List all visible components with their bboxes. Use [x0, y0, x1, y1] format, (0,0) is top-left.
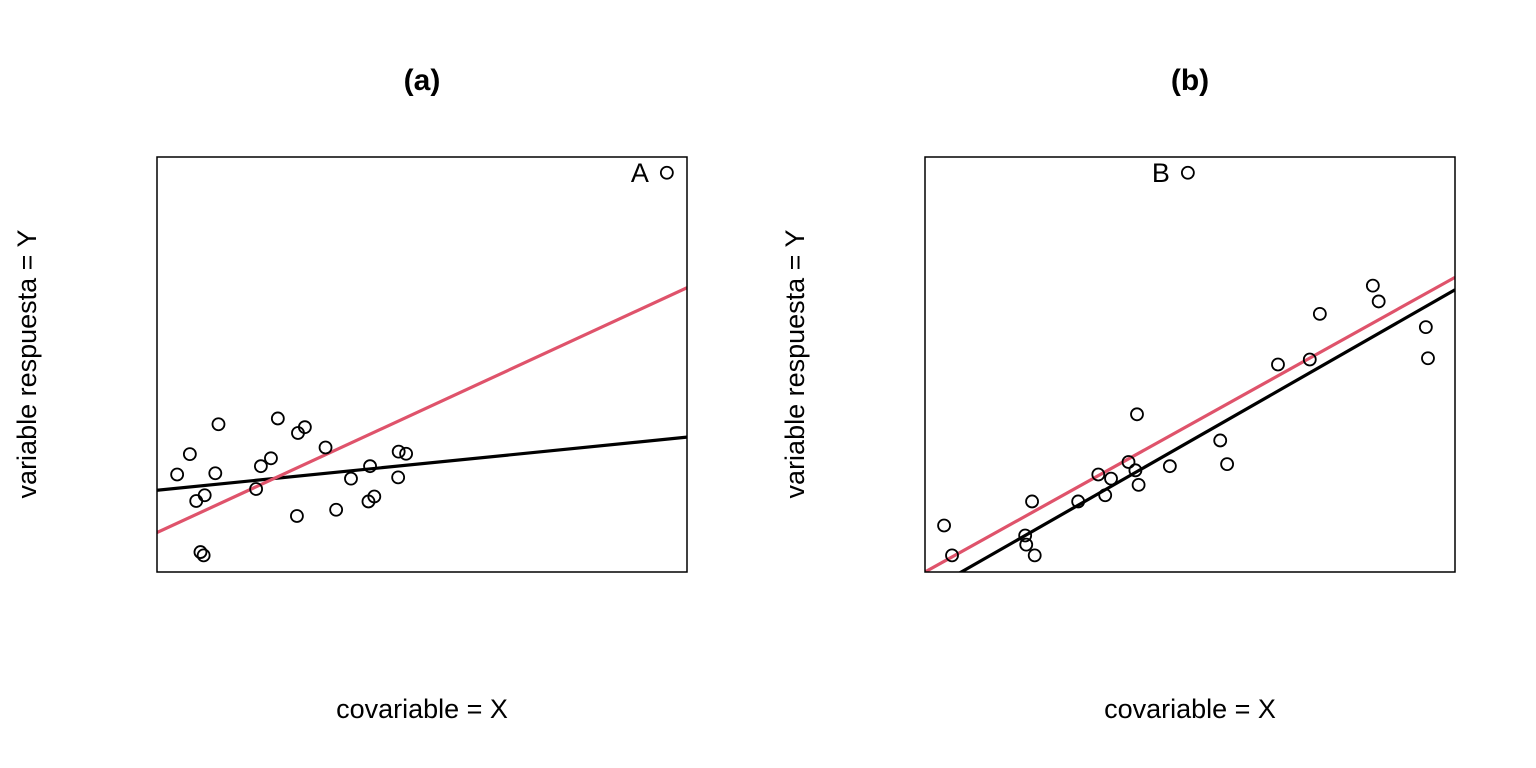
panel-b-point-23: [1418, 320, 1433, 335]
panel-a-points: [170, 165, 674, 563]
panel-b-point-1: [945, 548, 959, 563]
panel-b-points: [937, 165, 1435, 563]
panel-a-point-16: [329, 502, 344, 517]
panel-b-annotations: B: [1152, 158, 1170, 188]
panel-b-point-18: [1271, 357, 1285, 372]
panel-b-point-4: [1025, 494, 1039, 509]
panel-a-point-14: [297, 420, 312, 435]
panel-b-point-24: [1421, 351, 1435, 366]
panel-a-plot-frame: [156, 156, 688, 573]
panel-a-point-17: [344, 471, 358, 486]
panel-a-point-23: [399, 446, 414, 461]
panel-b-fit-line-red: [925, 275, 1455, 572]
panel-a-point-8: [249, 482, 264, 496]
panel-a-point-0: [170, 467, 185, 482]
panel-a-fit-line-black: [157, 435, 687, 492]
panel-a-point-12: [290, 509, 304, 523]
panel-a-title: (a): [404, 64, 441, 97]
panel-a-point-5: [197, 488, 212, 503]
panel-b-point-7: [1091, 467, 1106, 482]
panel-b-x-axis-label: covariable = X: [1104, 694, 1276, 724]
panel-a-point-2: [189, 494, 204, 508]
panel-a-point-20: [367, 489, 382, 504]
panel-b-point-20: [1312, 306, 1327, 321]
panel-b-fit-lines: [925, 275, 1455, 572]
panel-b-point-19: [1302, 352, 1317, 367]
panel-b-point-2: [1018, 528, 1033, 543]
panel-b-y-axis-label: variable respuesta = Y: [780, 230, 810, 499]
panel-a-point-15: [318, 440, 333, 455]
panel-a-point-22: [391, 444, 406, 459]
panel-a-fit-lines: [157, 286, 687, 535]
panel-b-fit-line-black: [958, 288, 1455, 572]
panel-a-point-4: [196, 548, 211, 563]
panel-a-x-axis-label: covariable = X: [336, 694, 508, 724]
panel-a-point-9: [253, 459, 268, 474]
panel-a-point-21: [391, 470, 406, 485]
panel-b-point-8: [1098, 488, 1113, 503]
panel-b-point-15: [1180, 165, 1195, 180]
panel-a-point-3: [193, 545, 208, 559]
panel-a-point-label-a: A: [631, 158, 649, 188]
panel-b-point-22: [1371, 294, 1386, 309]
panel-b-point-17: [1220, 457, 1234, 472]
panel-b-point-3: [1019, 537, 1034, 552]
panel-b-point-21: [1365, 278, 1380, 293]
panel-b-point-label-b: B: [1152, 158, 1170, 188]
panel-a-point-19: [363, 459, 377, 474]
panel-a-point-11: [270, 411, 285, 426]
panel-a-point-1: [182, 447, 197, 462]
panel-a-point-7: [211, 417, 226, 432]
panel-b-point-13: [1131, 477, 1146, 492]
panel-a-point-6: [208, 466, 223, 481]
panel-b-title: (b): [1171, 64, 1209, 97]
panel-b-point-0: [937, 518, 951, 533]
panel-b-point-9: [1104, 471, 1118, 486]
panel-b-point-12: [1130, 407, 1144, 422]
panel-a: (a) variable respuesta = Y covariable = …: [12, 64, 688, 724]
panel-b: (b) variable respuesta = Y covariable = …: [780, 64, 1456, 724]
panel-b-point-11: [1128, 463, 1143, 478]
panel-a-y-axis-label: variable respuesta = Y: [12, 230, 42, 499]
panel-a-point-10: [264, 451, 278, 466]
panel-b-point-10: [1121, 455, 1136, 469]
panel-b-point-5: [1027, 548, 1042, 563]
panel-a-point-24: [659, 165, 674, 180]
panel-a-fit-line-red: [157, 286, 687, 535]
panel-a-annotations: A: [631, 158, 649, 188]
panel-b-point-14: [1162, 459, 1177, 474]
panel-b-point-6: [1071, 494, 1086, 509]
panel-b-point-16: [1213, 433, 1228, 448]
panel-b-plot-frame: [924, 156, 1456, 573]
